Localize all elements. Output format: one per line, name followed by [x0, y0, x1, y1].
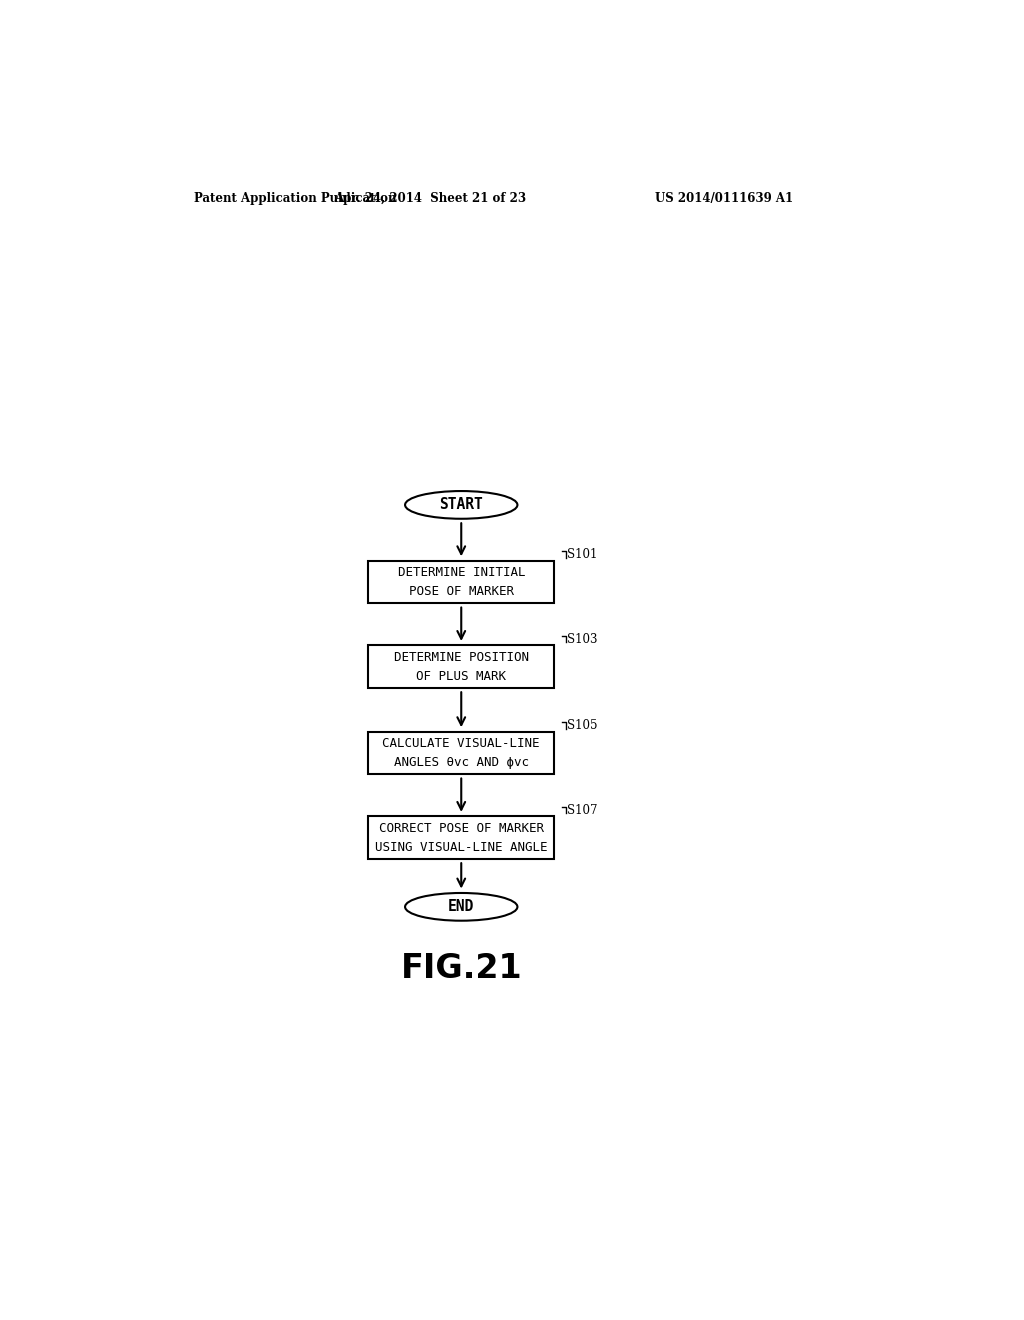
Ellipse shape	[406, 892, 517, 921]
Text: START: START	[439, 498, 483, 512]
Text: FIG.21: FIG.21	[400, 952, 522, 985]
Text: Patent Application Publication: Patent Application Publication	[194, 191, 396, 205]
Text: S105: S105	[567, 719, 598, 733]
Text: DETERMINE INITIAL
POSE OF MARKER: DETERMINE INITIAL POSE OF MARKER	[397, 566, 525, 598]
Text: US 2014/0111639 A1: US 2014/0111639 A1	[655, 191, 794, 205]
Text: CALCULATE VISUAL-LINE
ANGLES θvc AND ϕvc: CALCULATE VISUAL-LINE ANGLES θvc AND ϕvc	[383, 737, 540, 768]
Bar	[369, 561, 554, 603]
Text: CORRECT POSE OF MARKER
USING VISUAL-LINE ANGLE: CORRECT POSE OF MARKER USING VISUAL-LINE…	[375, 821, 548, 854]
Text: END: END	[449, 899, 474, 915]
Bar	[369, 816, 554, 859]
Bar	[369, 731, 554, 774]
Text: Apr. 24, 2014  Sheet 21 of 23: Apr. 24, 2014 Sheet 21 of 23	[334, 191, 526, 205]
Bar	[369, 645, 554, 688]
Text: S103: S103	[567, 632, 598, 645]
Text: S101: S101	[567, 548, 598, 561]
Ellipse shape	[406, 491, 517, 519]
Text: S107: S107	[567, 804, 598, 817]
Text: DETERMINE POSITION
OF PLUS MARK: DETERMINE POSITION OF PLUS MARK	[394, 651, 528, 682]
